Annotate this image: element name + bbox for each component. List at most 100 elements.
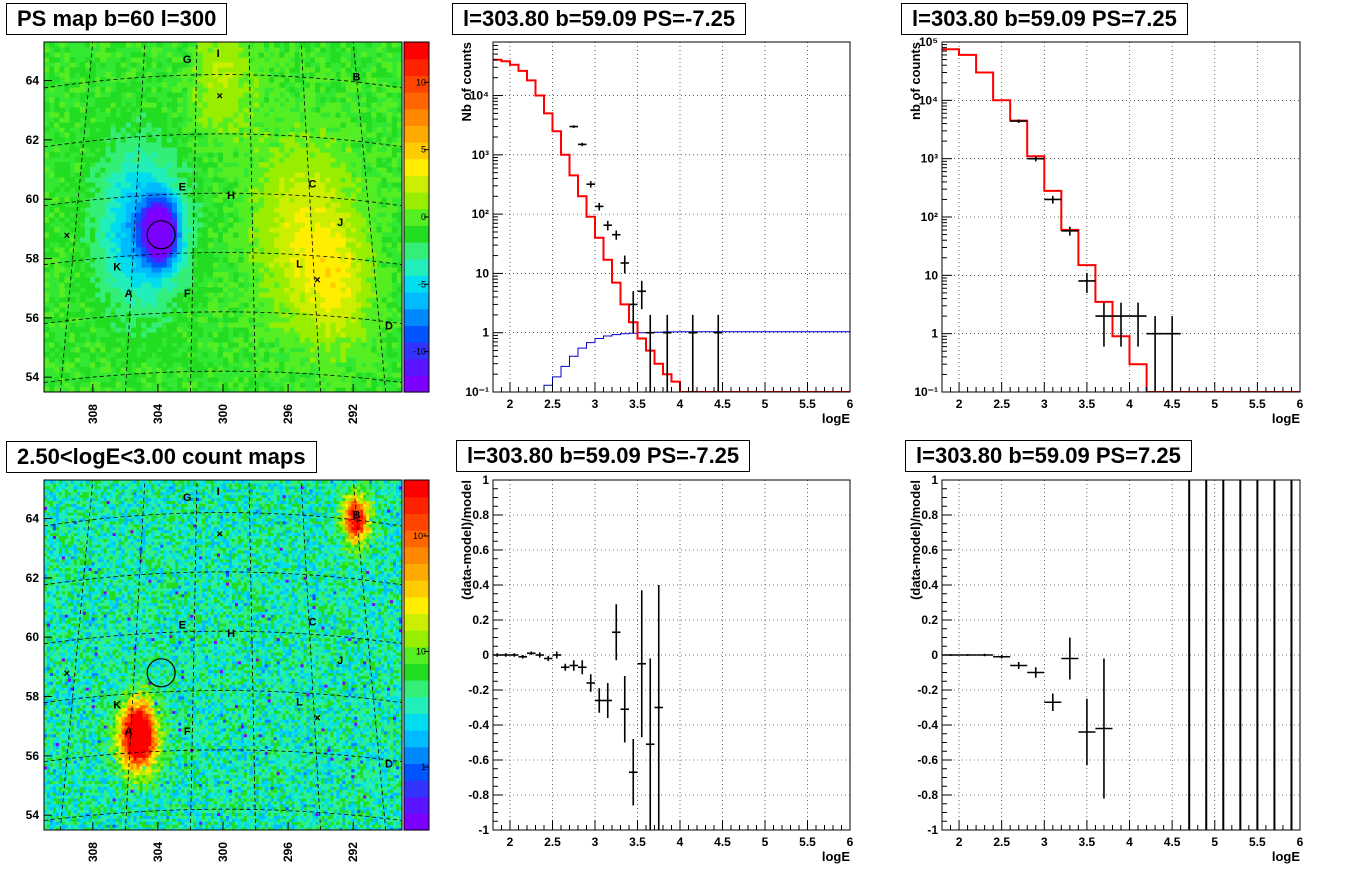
map-pixel bbox=[228, 72, 234, 78]
map-pixel bbox=[49, 500, 54, 504]
map-pixel bbox=[294, 297, 301, 303]
map-pixel bbox=[223, 207, 229, 213]
map-pixel bbox=[263, 102, 270, 108]
map-pixel bbox=[130, 357, 137, 363]
map-pixel bbox=[130, 312, 137, 318]
map-pixel bbox=[44, 485, 48, 490]
map-pixel bbox=[141, 182, 147, 188]
map-pixel bbox=[391, 372, 398, 378]
map-pixel bbox=[376, 52, 383, 58]
map-pixel bbox=[330, 182, 337, 188]
map-pixel bbox=[187, 67, 193, 73]
map-pixel bbox=[115, 137, 122, 143]
map-pixel bbox=[289, 212, 296, 218]
map-pixel bbox=[207, 317, 214, 323]
map-pixel bbox=[187, 212, 193, 218]
map-pixel bbox=[192, 77, 199, 83]
map-pixel bbox=[330, 372, 337, 378]
map-pixel bbox=[243, 362, 250, 368]
map-pixel bbox=[125, 177, 132, 183]
map-pixel bbox=[294, 132, 301, 138]
map-pixel bbox=[361, 237, 367, 243]
map-pixel bbox=[207, 147, 214, 153]
map-pixel bbox=[59, 302, 66, 308]
map-pixel bbox=[371, 297, 378, 303]
map-pixel bbox=[110, 232, 117, 238]
map-pixel bbox=[355, 267, 362, 273]
map-pixel bbox=[217, 272, 224, 278]
map-pixel bbox=[49, 332, 55, 338]
map-pixel bbox=[279, 77, 285, 83]
source-label-d: D bbox=[385, 321, 393, 333]
map-pixel bbox=[366, 297, 372, 303]
map-pixel bbox=[52, 719, 57, 723]
map-pixel bbox=[125, 217, 132, 223]
map-pixel bbox=[52, 532, 57, 537]
map-pixel bbox=[284, 182, 291, 188]
map-pixel bbox=[44, 617, 48, 621]
map-pixel bbox=[120, 367, 127, 373]
map-pixel bbox=[61, 821, 66, 825]
map-pixel bbox=[161, 352, 168, 358]
map-pixel bbox=[361, 347, 367, 353]
map-pixel bbox=[55, 797, 60, 802]
map-pixel bbox=[217, 277, 224, 283]
map-pixel bbox=[269, 287, 275, 293]
map-pixel bbox=[187, 97, 193, 103]
map-pixel bbox=[46, 480, 51, 484]
map-pixel bbox=[125, 287, 132, 293]
map-pixel bbox=[44, 52, 50, 58]
map-pixel bbox=[100, 287, 106, 293]
map-pixel bbox=[52, 614, 57, 618]
map-pixel bbox=[49, 506, 54, 510]
map-pixel bbox=[146, 247, 152, 253]
map-pixel bbox=[269, 312, 275, 318]
map-pixel bbox=[299, 172, 306, 178]
map-pixel bbox=[263, 167, 270, 173]
map-pixel bbox=[345, 337, 352, 343]
map-pixel bbox=[44, 573, 48, 577]
map-pixel bbox=[197, 237, 204, 243]
map-pixel bbox=[330, 267, 337, 273]
map-pixel bbox=[100, 257, 106, 263]
map-pixel bbox=[171, 177, 178, 183]
map-pixel bbox=[49, 730, 54, 735]
map-pixel bbox=[289, 87, 296, 93]
map-pixel bbox=[52, 497, 57, 502]
map-pixel bbox=[161, 132, 168, 138]
map-pixel bbox=[315, 212, 321, 218]
map-pixel bbox=[355, 347, 362, 353]
map-pixel bbox=[61, 655, 66, 659]
map-pixel bbox=[46, 815, 51, 819]
map-pixel bbox=[74, 112, 81, 118]
map-pixel bbox=[115, 202, 122, 208]
map-pixel bbox=[202, 227, 209, 233]
map-pixel bbox=[309, 237, 316, 243]
map-pixel bbox=[61, 599, 66, 604]
map-pixel bbox=[212, 157, 219, 163]
map-pixel bbox=[304, 212, 311, 218]
map-pixel bbox=[325, 267, 331, 273]
map-pixel bbox=[161, 247, 168, 253]
map-pixel bbox=[223, 62, 229, 68]
map-pixel bbox=[289, 132, 296, 138]
map-pixel bbox=[49, 602, 54, 607]
map-pixel bbox=[192, 222, 199, 228]
map-pixel bbox=[141, 257, 147, 263]
map-pixel bbox=[289, 272, 296, 278]
map-pixel bbox=[366, 197, 372, 203]
map-pixel bbox=[361, 357, 367, 363]
map-pixel bbox=[95, 277, 101, 283]
map-pixel bbox=[44, 687, 48, 691]
map-pixel bbox=[263, 72, 270, 78]
map-pixel bbox=[125, 262, 132, 268]
map-pixel bbox=[146, 217, 152, 223]
map-pixel bbox=[197, 217, 204, 223]
map-pixel bbox=[248, 237, 255, 243]
map-pixel bbox=[192, 357, 199, 363]
map-pixel bbox=[299, 367, 306, 373]
map-pixel bbox=[171, 217, 178, 223]
map-pixel bbox=[120, 42, 127, 48]
map-pixel bbox=[330, 137, 337, 143]
